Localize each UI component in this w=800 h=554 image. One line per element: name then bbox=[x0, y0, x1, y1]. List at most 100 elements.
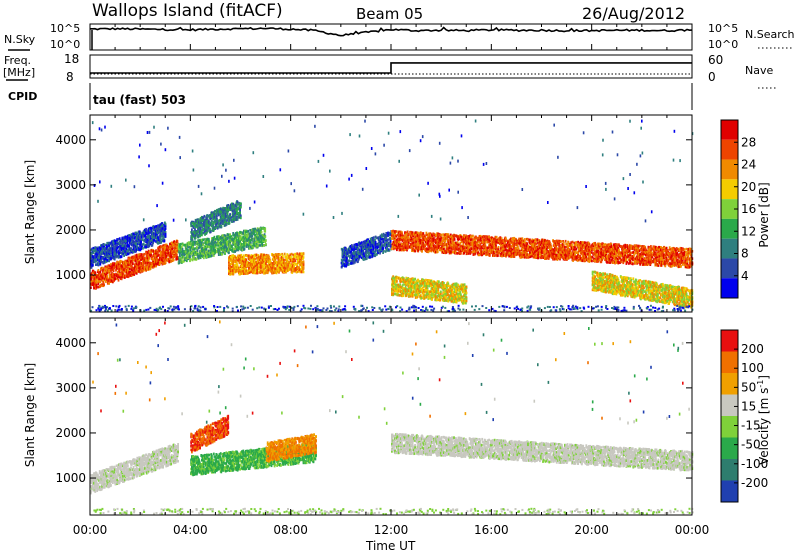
echo-cell bbox=[264, 271, 267, 275]
nave-tick-high: 60 bbox=[708, 53, 723, 67]
echo-cell bbox=[258, 240, 261, 244]
echo-cell bbox=[131, 244, 134, 247]
echo-cell bbox=[102, 281, 105, 284]
echo-cell bbox=[160, 231, 163, 234]
beam-title: Beam 05 bbox=[356, 5, 423, 23]
echo-cell bbox=[367, 243, 369, 246]
cpid-value: tau (fast) 503 bbox=[93, 93, 186, 107]
echo-cell bbox=[219, 223, 221, 227]
echo-cell bbox=[161, 253, 164, 256]
echo-cell bbox=[185, 259, 188, 263]
echo-cell bbox=[253, 230, 256, 234]
echo-cell bbox=[296, 261, 299, 264]
echo-cell bbox=[110, 257, 112, 260]
echo-cell bbox=[200, 221, 203, 225]
echo-cell bbox=[209, 251, 212, 255]
echo-cell bbox=[224, 212, 227, 215]
echo-cell bbox=[140, 239, 142, 242]
echo-cell bbox=[111, 264, 114, 268]
echo-cell bbox=[238, 212, 240, 215]
echo-cell bbox=[232, 272, 235, 276]
echo-cell bbox=[155, 232, 157, 235]
echo-cell bbox=[115, 254, 118, 258]
echo-cell bbox=[243, 264, 246, 267]
echo-cell bbox=[231, 207, 234, 210]
echo-cell bbox=[129, 263, 132, 266]
echo-cell bbox=[216, 210, 218, 214]
echo-cell bbox=[182, 243, 184, 247]
echo-cell bbox=[263, 262, 266, 265]
echo-cell bbox=[283, 263, 286, 266]
echo-cell bbox=[217, 241, 220, 245]
echo-cell bbox=[239, 259, 241, 263]
echo-cell bbox=[97, 275, 100, 278]
echo-cell bbox=[378, 236, 381, 239]
echo-cell bbox=[228, 266, 230, 270]
echo-cell bbox=[240, 268, 243, 272]
echo-cell bbox=[183, 252, 186, 255]
echo-cell bbox=[367, 251, 369, 254]
echo-cell bbox=[117, 270, 119, 274]
echo-cell bbox=[96, 270, 99, 273]
echo-cell bbox=[357, 250, 359, 254]
echo-cell bbox=[195, 258, 198, 261]
echo-cell bbox=[213, 220, 216, 223]
echo-cell bbox=[341, 247, 344, 251]
echo-cell bbox=[108, 252, 111, 255]
echo-cell bbox=[163, 250, 166, 253]
echo-cell bbox=[243, 247, 246, 251]
echo-cell bbox=[147, 235, 149, 239]
echo-cell bbox=[229, 213, 231, 217]
echo-cell bbox=[130, 260, 132, 264]
echo-cell bbox=[144, 234, 147, 237]
freq-unit: [MHz] bbox=[3, 66, 35, 79]
echo-cell bbox=[173, 240, 176, 243]
echo-cell bbox=[130, 247, 132, 250]
echo-cell bbox=[217, 247, 220, 251]
echo-cell bbox=[355, 243, 358, 246]
echo-cell bbox=[347, 263, 350, 266]
echo-cell bbox=[246, 261, 249, 264]
echo-cell bbox=[118, 271, 121, 274]
echo-cell bbox=[292, 261, 295, 265]
echo-cell bbox=[97, 280, 100, 284]
echo-cell bbox=[252, 227, 255, 231]
echo-cell bbox=[131, 268, 134, 272]
echo-cell bbox=[141, 258, 144, 261]
echo-cell bbox=[239, 254, 241, 258]
echo-cell bbox=[161, 222, 164, 225]
echo-cell bbox=[106, 249, 109, 252]
echo-cell bbox=[111, 248, 114, 251]
echo-cell bbox=[199, 234, 201, 238]
echo-cell bbox=[300, 259, 302, 263]
echo-cell bbox=[281, 257, 284, 260]
echo-cell bbox=[199, 256, 202, 260]
echo-cell bbox=[212, 243, 215, 247]
echo-cell bbox=[280, 257, 282, 261]
echo-cell bbox=[251, 232, 254, 235]
echo-cell bbox=[132, 255, 135, 258]
echo-cell bbox=[278, 253, 280, 257]
echo-cell bbox=[293, 262, 296, 265]
echo-cell bbox=[229, 243, 231, 246]
echo-cell bbox=[104, 255, 107, 258]
echo-cell bbox=[148, 242, 151, 246]
echo-cell bbox=[266, 266, 268, 270]
echo-cell bbox=[374, 240, 377, 244]
echo-cell bbox=[112, 243, 115, 247]
echo-cell bbox=[223, 209, 226, 213]
echo-cell bbox=[213, 216, 216, 219]
echo-cell bbox=[392, 246, 395, 249]
echo-cell bbox=[221, 244, 224, 247]
echo-cell bbox=[162, 237, 164, 241]
echo-cell bbox=[288, 268, 290, 271]
echo-cell bbox=[187, 254, 189, 258]
echo-cell bbox=[244, 268, 247, 271]
echo-cell bbox=[90, 259, 93, 263]
echo-cell bbox=[289, 263, 292, 267]
echo-cell bbox=[217, 226, 220, 229]
echo-cell bbox=[125, 269, 127, 272]
echo-cell bbox=[216, 225, 219, 228]
echo-cell bbox=[390, 245, 393, 248]
echo-cell bbox=[289, 253, 292, 257]
